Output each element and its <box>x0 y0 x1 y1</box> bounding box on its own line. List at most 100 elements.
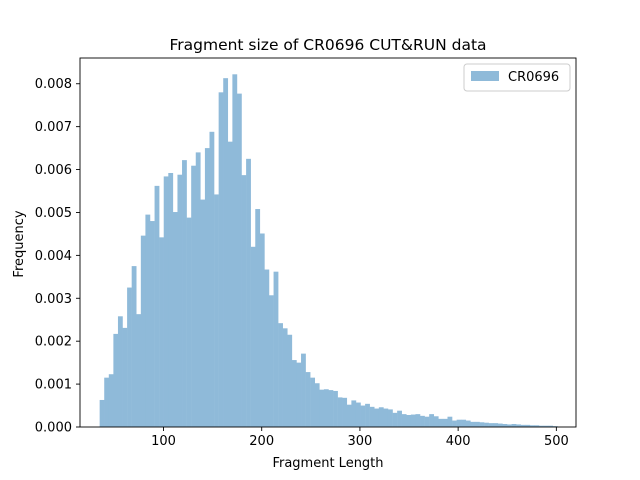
histogram-bar <box>383 408 389 427</box>
axes-group: 100 200 300 400 500 0.000 0.001 0.002 0.003 0.004… <box>35 57 577 449</box>
histogram-bar <box>113 333 119 427</box>
histogram-bar <box>401 414 407 427</box>
histogram-bar <box>355 402 361 427</box>
histogram-bar <box>122 327 128 427</box>
histogram-bar <box>534 425 540 427</box>
histogram-bar <box>163 176 169 427</box>
histogram-bar <box>493 423 499 427</box>
histogram-bar <box>442 418 448 427</box>
histogram-bar <box>296 362 302 427</box>
y-tick-label: 0.008 <box>35 77 72 92</box>
histogram-bar <box>474 421 480 427</box>
histogram-bar <box>278 323 283 427</box>
histogram-bar <box>259 233 265 427</box>
chart-title: Fragment size of CR0696 CUT&RUN data <box>169 36 486 54</box>
histogram-bar <box>131 266 137 427</box>
histogram-bar <box>282 328 288 427</box>
histogram-bar <box>548 425 554 427</box>
y-tick-label: 0.007 <box>35 120 72 135</box>
histogram-bar <box>209 131 215 428</box>
histogram-bar <box>506 424 512 427</box>
histogram-bar <box>456 419 462 427</box>
histogram-bar <box>337 397 343 427</box>
histogram-bar <box>429 414 435 427</box>
histogram-bar <box>182 160 187 428</box>
histogram-bar <box>172 212 178 427</box>
histogram-bar <box>314 383 320 427</box>
histogram-bar <box>369 406 375 427</box>
histogram-bar <box>200 199 206 427</box>
histogram-bar <box>511 423 517 427</box>
histogram-bar <box>479 422 485 427</box>
x-axis-label: Fragment Length <box>272 456 383 471</box>
histogram-bar <box>301 353 306 427</box>
histogram-bar <box>378 407 384 427</box>
y-tick-label: 0.003 <box>35 292 72 307</box>
bars-group <box>99 74 558 428</box>
histogram-bar <box>415 414 421 427</box>
histogram-bar <box>191 165 197 427</box>
y-tick-label: 0.002 <box>35 335 72 350</box>
histogram-bar <box>420 415 425 427</box>
histogram-bar <box>104 377 110 427</box>
histogram-bar <box>154 185 160 427</box>
histogram-bar <box>525 424 531 427</box>
histogram-bar <box>140 235 146 427</box>
histogram-bar <box>351 400 357 427</box>
histogram-bar <box>195 152 201 427</box>
histogram-bar <box>319 389 325 427</box>
histogram-bar <box>236 93 242 427</box>
histogram-bar <box>264 269 270 427</box>
histogram-bar <box>255 209 261 427</box>
histogram-bar <box>223 78 229 427</box>
histogram-bar <box>397 410 402 427</box>
histogram-bar <box>488 423 494 427</box>
histogram-bar <box>433 416 439 427</box>
legend-box <box>463 63 571 92</box>
histogram-bar <box>291 360 297 427</box>
histogram-bar <box>424 416 430 427</box>
x-tick-label: 300 <box>348 434 373 449</box>
histogram-bar <box>374 408 380 427</box>
histogram-bar <box>246 158 251 427</box>
histogram-bar <box>117 316 123 427</box>
histogram-bar <box>520 424 526 427</box>
histogram-bar <box>365 403 370 427</box>
y-axis-label: Frequency <box>12 210 27 277</box>
histogram-bar <box>273 271 279 427</box>
histogram-bar <box>177 174 183 427</box>
histogram-bar <box>392 412 398 427</box>
histogram-bar <box>214 194 219 427</box>
histogram-bar <box>516 424 521 427</box>
histogram-bar <box>305 372 311 427</box>
histogram-bar <box>452 420 457 427</box>
histogram-bar <box>145 214 151 427</box>
x-tick-label: 500 <box>544 434 569 449</box>
histogram-bar <box>497 423 503 427</box>
histogram-bar <box>149 221 155 427</box>
histogram-bar <box>227 141 233 427</box>
x-tick-label: 400 <box>446 434 471 449</box>
x-tick-label: 100 <box>151 434 176 449</box>
y-tick-label: 0.001 <box>35 378 72 393</box>
histogram-bar <box>268 295 274 427</box>
histogram-bar <box>502 423 508 427</box>
histogram-bar <box>410 414 416 427</box>
histogram-bar <box>342 397 348 427</box>
histogram-bar <box>168 172 174 427</box>
histogram-bar <box>387 409 393 427</box>
histogram-bar <box>204 148 210 427</box>
x-tick-label: 200 <box>249 434 274 449</box>
legend: CR0696 <box>463 63 571 92</box>
histogram-bar <box>323 389 329 427</box>
histogram-bar <box>250 246 256 427</box>
histogram-bar <box>310 377 316 427</box>
histogram-bar <box>218 92 224 427</box>
histogram-bar <box>108 374 114 427</box>
legend-swatch <box>471 71 499 81</box>
histogram-bar <box>470 421 476 427</box>
histogram-bar <box>406 414 412 427</box>
histogram-bar <box>465 420 471 427</box>
histogram-bar <box>360 405 366 427</box>
